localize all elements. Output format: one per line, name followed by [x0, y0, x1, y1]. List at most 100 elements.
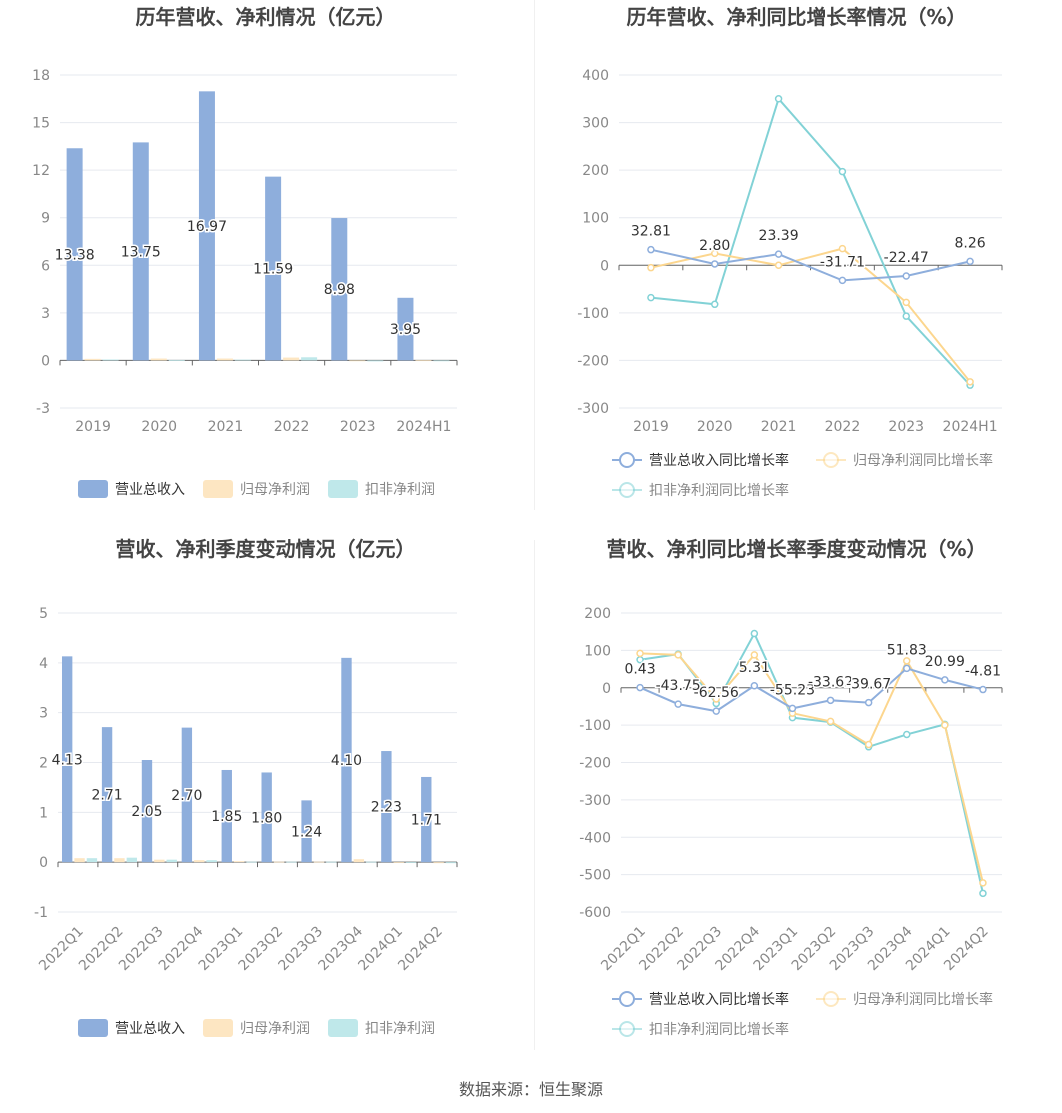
data-label: 8.98 — [324, 282, 355, 298]
data-point — [838, 167, 847, 176]
bar-营业总收入 — [132, 142, 149, 361]
bar-扣非净利润 — [126, 857, 138, 863]
data-point — [941, 676, 949, 684]
divider — [534, 540, 535, 1050]
legend-label: 营业总收入 — [115, 1021, 185, 1037]
data-label: 3.95 — [390, 322, 421, 338]
y-tick-label: 3 — [41, 306, 50, 322]
quarterly-bar-panel: 营收、净利季度变动情况（亿元） -1 0 1 2 3 4 5 2022Q1 2022Q2 2022Q… — [0, 535, 531, 1065]
data-point — [636, 683, 644, 692]
bar-归母净利润 — [393, 862, 404, 863]
data-point — [774, 250, 783, 258]
bar-归母净利润 — [349, 360, 366, 362]
chart-title: 历年营收、净利情况（亿元） — [136, 5, 396, 29]
legend-swatch — [203, 1019, 233, 1037]
legend-label: 归母净利润 — [240, 481, 310, 498]
bar-归母净利润 — [233, 861, 245, 863]
data-label: 5.31 — [739, 660, 770, 676]
data-source: 数据来源：恒生聚源 — [458, 1080, 603, 1099]
x-tick-label: 2020 — [141, 419, 177, 435]
bar-归母净利润 — [415, 360, 432, 362]
data-point — [966, 257, 974, 266]
data-point — [979, 879, 987, 887]
quarterly-growth-panel: 营收、净利同比增长率季度变动情况（%） -600 -500 -400 -300 -200 -… — [531, 535, 1062, 1065]
series-line-扣非净利润同比增长率 — [650, 96, 971, 386]
data-point — [864, 740, 873, 749]
data-label: 13.75 — [121, 244, 161, 260]
data-label: 2.80 — [699, 238, 730, 254]
data-point — [902, 272, 910, 280]
bar-扣非净利润 — [102, 359, 119, 361]
legend-marker — [619, 991, 635, 1007]
bar-营业总收入 — [265, 176, 282, 361]
bar-归母净利润 — [84, 358, 101, 361]
data-label: 32.81 — [631, 224, 671, 240]
quarterly-growth-chart: 营收、净利同比增长率季度变动情况（%） -600 -500 -400 -300 -200 -… — [579, 537, 1002, 1038]
data-point — [979, 685, 987, 694]
y-tick-label: 400 — [582, 68, 609, 84]
legend-marker — [823, 991, 839, 1007]
y-tick-label: -1 — [34, 905, 48, 921]
bar-归母净利润 — [313, 861, 325, 863]
bar-归母净利润 — [283, 357, 300, 361]
x-tick-label: 2024H1 — [396, 419, 451, 435]
y-tick-label: 6 — [41, 258, 50, 274]
bar-营业总收入 — [61, 656, 73, 863]
bar-营业总收入 — [421, 776, 432, 863]
data-point — [674, 700, 682, 708]
y-tick-label: 100 — [582, 211, 609, 227]
series-line-扣非净利润同比增长率 — [639, 631, 984, 894]
bar-归母净利润 — [74, 858, 85, 863]
data-label: 0.43 — [624, 662, 655, 678]
data-point — [902, 298, 910, 307]
y-tick-label: 0 — [39, 855, 48, 871]
data-label: 8.26 — [954, 235, 985, 251]
legend-swatch — [203, 480, 233, 498]
data-label: -31.71 — [820, 254, 865, 270]
annual-growth-panel: 历年营收、净利同比增长率情况（%） -300 -200 -100 0 100 200 300 4… — [531, 0, 1062, 530]
y-tick-label: -500 — [579, 868, 611, 884]
bar-扣非净利润 — [86, 858, 98, 863]
bar-扣非净利润 — [405, 862, 417, 863]
bar-归母净利润 — [154, 859, 165, 863]
bar-营业总收入 — [141, 760, 153, 863]
bar-扣非净利润 — [286, 861, 297, 863]
y-tick-label: -300 — [579, 793, 611, 809]
y-tick-label: 100 — [584, 643, 611, 659]
data-point — [711, 260, 719, 268]
annual-revenue-profit-chart: 历年营收、净利情况（亿元） -3 0 3 6 9 12 15 18 2019 2020 2021 202… — [32, 5, 458, 498]
data-label: 2.71 — [91, 788, 122, 804]
bar-归母净利润 — [114, 858, 125, 863]
data-point — [903, 664, 911, 673]
data-point — [750, 651, 759, 659]
y-tick-label: -3 — [36, 401, 50, 417]
data-label: 1.80 — [251, 810, 282, 826]
data-point — [774, 261, 783, 270]
legend-swatch — [328, 1019, 358, 1037]
legend-label: 扣非净利润同比增长率 — [649, 1021, 789, 1038]
series-line-营业总收入同比增长率 — [639, 667, 984, 713]
legend-label: 扣非净利润 — [365, 1021, 435, 1037]
bar-归母净利润 — [433, 862, 444, 864]
data-point — [788, 704, 797, 713]
y-tick-label: 9 — [41, 211, 50, 227]
bar-扣非净利润 — [367, 360, 384, 362]
y-tick-label: 15 — [32, 116, 50, 132]
bar-扣非净利润 — [206, 860, 217, 863]
data-label: 1.71 — [411, 813, 442, 829]
y-tick-label: -100 — [577, 306, 609, 322]
data-label: 13.38 — [55, 247, 95, 263]
y-tick-label: -100 — [579, 718, 611, 734]
data-label: 1.85 — [211, 809, 242, 825]
bar-扣非净利润 — [234, 359, 251, 361]
bar-归母净利润 — [150, 358, 167, 361]
bar-营业总收入 — [101, 727, 113, 863]
data-label: 4.13 — [52, 752, 83, 768]
x-tick-label: 2022 — [274, 419, 310, 435]
x-tick-label: 2023 — [340, 419, 376, 435]
x-tick-label: 2021 — [208, 419, 244, 435]
data-point — [750, 629, 759, 638]
bar-营业总收入 — [181, 727, 193, 863]
data-label: -22.47 — [884, 250, 929, 266]
legend-marker — [619, 1021, 635, 1037]
